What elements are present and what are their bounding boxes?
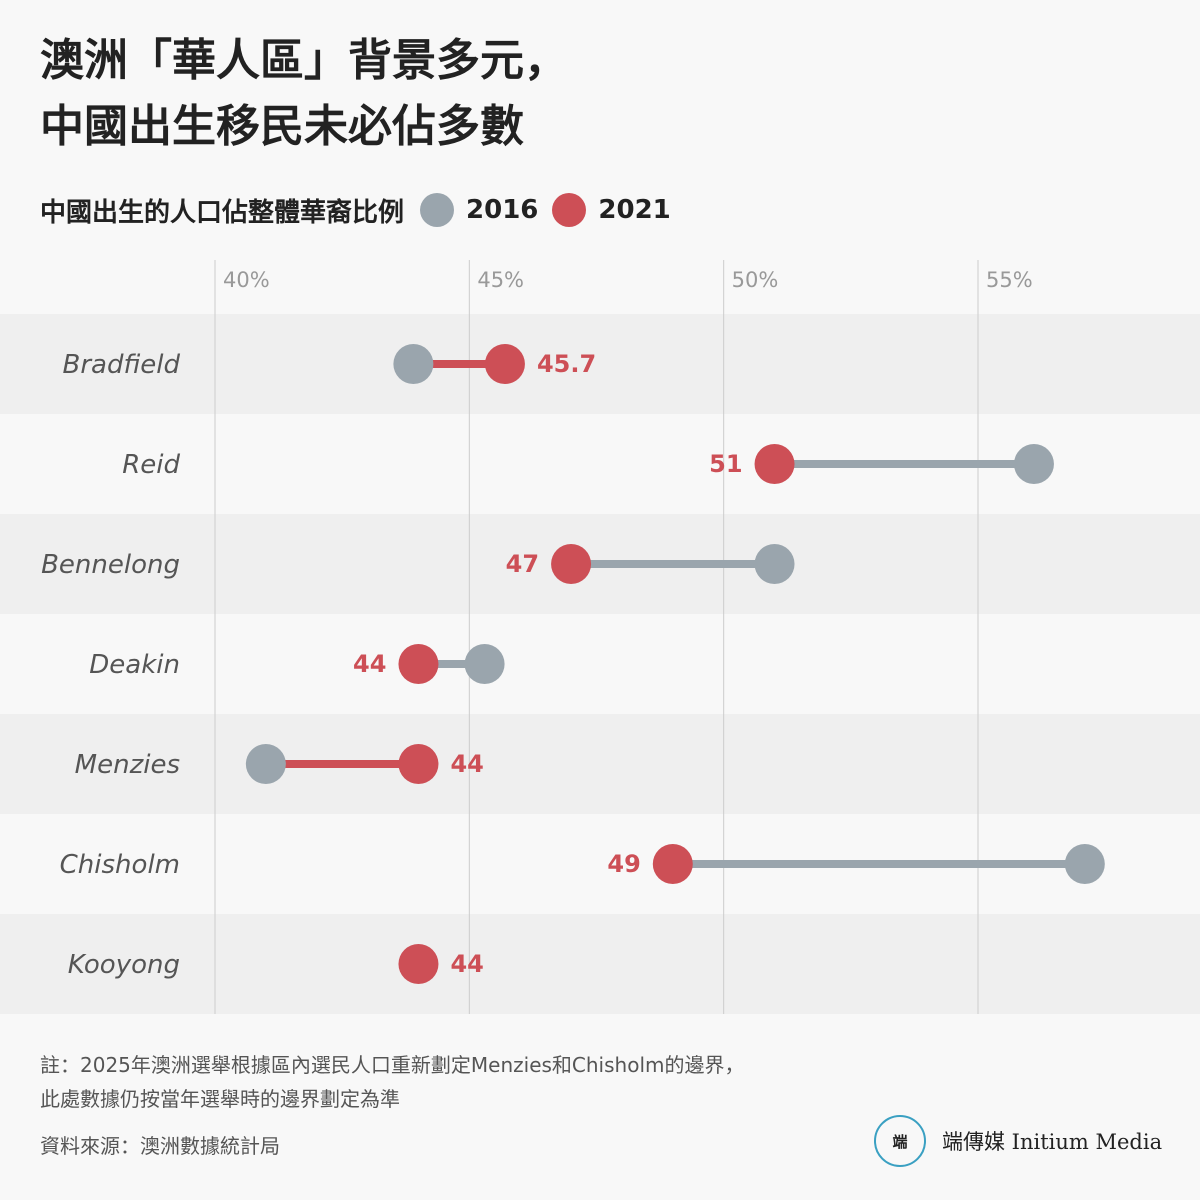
category-label: Bennelong xyxy=(41,550,180,580)
dot-2016 xyxy=(245,744,286,784)
legend-item-2021: 2021 xyxy=(598,195,671,225)
brand-name: 端傳媒 Initium Media xyxy=(942,1130,1163,1154)
category-label: Bradfield xyxy=(63,350,181,380)
dumbbell-chart: 40% 45% 50% 55% Bradfield 45.7 Reid 51 Bennelong… xyxy=(0,260,1200,1014)
brand-logo: 端 xyxy=(874,1115,926,1167)
dot-2021 xyxy=(652,844,693,884)
legend-item-2016: 2016 xyxy=(466,195,539,225)
value-label-2021: 51 xyxy=(709,450,742,478)
brand: 端 端傳媒 Initium Media xyxy=(874,1115,1162,1167)
dot-2021 xyxy=(398,744,439,784)
category-label: Reid xyxy=(122,450,180,480)
row-band xyxy=(0,614,1200,714)
dot-2016 xyxy=(1013,444,1054,484)
source-note: 資料來源：澳洲數據統計局 xyxy=(40,1134,280,1158)
x-tick-label: 45% xyxy=(477,268,524,292)
chart-title: 澳洲「華人區」背景多元， 中國出生移民未必佔多數 xyxy=(40,28,568,160)
footnote-line-2: 此處數據仍按當年選舉時的邊界劃定為準 xyxy=(40,1087,400,1111)
legend-swatch-2016 xyxy=(420,193,455,227)
dot-2021 xyxy=(484,344,525,384)
value-label-2021: 44 xyxy=(450,750,483,778)
row-band xyxy=(0,914,1200,1014)
category-label: Menzies xyxy=(75,750,180,780)
dot-2021 xyxy=(398,944,439,984)
dot-2021 xyxy=(398,644,439,684)
value-label-2021: 44 xyxy=(450,950,483,978)
category-label: Deakin xyxy=(89,650,180,680)
dot-2021 xyxy=(551,544,592,584)
dot-2016 xyxy=(754,544,795,584)
x-tick-label: 50% xyxy=(732,268,779,292)
value-label-2021: 49 xyxy=(607,850,640,878)
row-band xyxy=(0,714,1200,814)
footnote: 註：2025年澳洲選舉根據區內選民人口重新劃定Menzies和Chisholm的… xyxy=(40,1048,744,1116)
x-tick-label: 55% xyxy=(986,268,1033,292)
dot-2016 xyxy=(393,344,434,384)
dot-2021 xyxy=(754,444,795,484)
legend-swatch-2021 xyxy=(552,193,587,227)
footnote-line-1: 註：2025年澳洲選舉根據區內選民人口重新劃定Menzies和Chisholm的… xyxy=(40,1053,745,1077)
value-label-2021: 47 xyxy=(506,550,539,578)
title-line-2: 中國出生移民未必佔多數 xyxy=(40,101,524,152)
category-label: Kooyong xyxy=(68,950,180,980)
title-line-1: 澳洲「華人區」背景多元， xyxy=(40,35,568,86)
dot-2016 xyxy=(1064,844,1105,884)
row-band xyxy=(0,314,1200,414)
x-tick-label: 40% xyxy=(223,268,270,292)
value-label-2021: 44 xyxy=(353,650,386,678)
dot-2016 xyxy=(464,644,505,684)
legend-label: 中國出生的人口佔整體華裔比例 xyxy=(40,197,405,228)
legend: 中國出生的人口佔整體華裔比例 2016 2021 xyxy=(40,190,671,230)
category-label: Chisholm xyxy=(60,850,180,880)
value-label-2021: 45.7 xyxy=(537,350,596,378)
